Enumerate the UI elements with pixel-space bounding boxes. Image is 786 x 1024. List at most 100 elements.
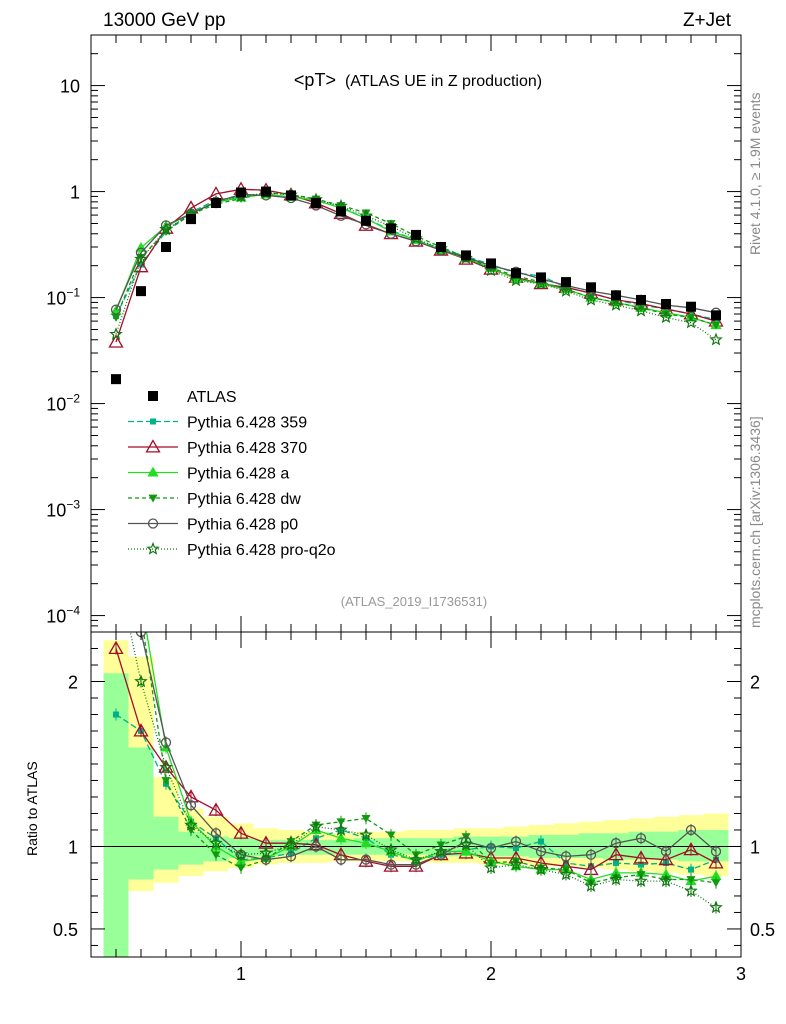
data-point xyxy=(186,214,196,225)
ratio-point xyxy=(708,855,724,869)
data-point xyxy=(586,282,596,293)
ratio-point xyxy=(185,800,197,811)
header-left: 13000 GeV pp xyxy=(103,10,226,31)
ratio-ytick-label: 2 xyxy=(68,672,78,692)
data-point xyxy=(161,242,171,253)
ratio-point xyxy=(386,831,396,840)
data-point xyxy=(386,223,396,234)
data-point xyxy=(686,301,696,312)
ratio-point xyxy=(538,838,544,845)
ratio-point xyxy=(638,861,644,868)
series-line xyxy=(115,188,717,343)
chart-title-sub: (ATLAS UE in Z production) xyxy=(345,73,542,90)
data-point xyxy=(561,277,571,288)
ratio-point xyxy=(134,674,148,688)
stat-band-bin xyxy=(128,747,154,880)
ytick-label: 10−4 xyxy=(46,604,80,627)
data-point xyxy=(111,374,121,385)
series-point xyxy=(586,294,596,303)
data-point xyxy=(436,242,446,253)
ratio-point xyxy=(385,859,397,870)
ratio-point xyxy=(658,851,674,866)
ratio-ytick-label: 0.5 xyxy=(53,920,78,940)
series-line xyxy=(115,192,717,341)
stat-band-bin xyxy=(153,816,179,870)
data-point xyxy=(211,198,221,209)
ratio-point xyxy=(535,846,547,857)
legend-entry: Pythia 6.428 dw xyxy=(128,491,301,508)
legend-label: Pythia 6.428 a xyxy=(187,466,289,483)
main-panel: 10 1 10−1 10−2 10−3 10−4 <pT> (ATLAS UE in Z … xyxy=(46,34,742,633)
ratio-point xyxy=(160,737,172,748)
x-axis: 1 2 3 xyxy=(90,35,746,984)
ratio-point xyxy=(383,858,399,872)
xtick-label: 3 xyxy=(736,964,746,984)
ratio-point xyxy=(509,857,523,871)
ratio-point xyxy=(310,841,322,852)
data-point xyxy=(611,290,621,301)
stat-band-bin xyxy=(178,831,204,865)
ratio-axes: 0.5 0.5 1 1 2 2 xyxy=(53,647,775,946)
ratio-point xyxy=(184,817,198,831)
series-5 xyxy=(110,189,722,318)
xtick-label: 1 xyxy=(236,964,246,984)
series-6 xyxy=(109,185,723,346)
legend-label: Pythia 6.428 dw xyxy=(187,491,301,508)
ratio-point xyxy=(686,876,696,884)
ratio-point xyxy=(685,824,697,836)
data-point xyxy=(661,298,671,309)
ratio-point xyxy=(609,872,623,886)
series-point xyxy=(661,310,671,319)
series-point xyxy=(110,304,122,315)
ytick-label: 10−3 xyxy=(46,498,80,521)
legend-entry: Pythia 6.428 p0 xyxy=(128,517,298,534)
ratio-series-layer xyxy=(108,632,724,914)
data-point xyxy=(336,206,346,217)
ratio-point xyxy=(133,723,149,737)
legend-marker xyxy=(146,541,160,555)
series-point xyxy=(559,284,573,297)
ratio-point xyxy=(233,825,249,839)
ratio-point xyxy=(360,854,372,865)
ratio-point xyxy=(234,847,248,861)
data-point xyxy=(461,250,471,261)
ratio-point xyxy=(584,878,598,892)
chart-title: <pT> (ATLAS UE in Z production) xyxy=(294,70,542,90)
series-point xyxy=(159,222,173,236)
ratio-point xyxy=(284,837,298,851)
legend-entry-data: ATLAS xyxy=(148,389,237,406)
ratio-point xyxy=(659,873,673,887)
ytick-label: 10−2 xyxy=(46,392,80,415)
main-axes: 10 1 10−1 10−2 10−3 10−4 xyxy=(46,34,741,633)
ratio-point xyxy=(434,844,448,858)
ratio-point xyxy=(360,837,372,848)
mcplots-source-label: mcplots.cern.ch [arXiv:1306.3436] xyxy=(747,416,763,628)
series-point xyxy=(584,292,598,306)
data-point xyxy=(486,258,496,269)
series-point xyxy=(611,299,621,307)
legend-label: Pythia 6.428 370 xyxy=(187,440,307,457)
data-point xyxy=(136,286,146,297)
ratio-series-4 xyxy=(142,632,721,889)
ratio-point xyxy=(688,866,694,873)
ratio-point xyxy=(211,851,221,860)
ratio-point xyxy=(485,842,497,854)
legend-label: Pythia 6.428 pro-q2o xyxy=(187,542,336,559)
series-1 xyxy=(113,191,719,323)
ratio-point xyxy=(484,860,498,874)
ratio-point xyxy=(285,851,297,862)
analysis-label: (ATLAS_2019_I1736531) xyxy=(341,594,487,609)
ratio-point xyxy=(613,859,619,866)
chart-title-main: <pT> xyxy=(294,70,336,90)
series-2 xyxy=(108,181,724,348)
legend-marker xyxy=(148,494,158,503)
main-series-layer xyxy=(108,181,724,385)
ratio-point xyxy=(161,777,171,785)
header-right: Z+Jet xyxy=(683,10,732,31)
ratio-point xyxy=(635,833,647,844)
data-point xyxy=(536,272,546,283)
legend-label: Pythia 6.428 359 xyxy=(187,415,307,432)
ratio-point xyxy=(259,845,273,859)
ratio-point xyxy=(634,873,648,887)
